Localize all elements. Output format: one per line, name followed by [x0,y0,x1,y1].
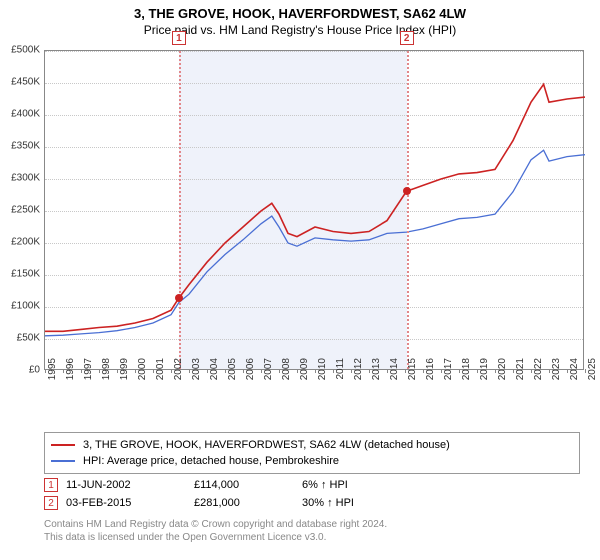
line-series-svg [45,51,585,371]
marker-dot [403,187,411,195]
legend-row-property: 3, THE GROVE, HOOK, HAVERFORDWEST, SA62 … [51,437,573,453]
footer-attribution: Contains HM Land Registry data © Crown c… [44,518,580,544]
y-axis-label: £350K [0,141,40,152]
marker-table-row: 2 03-FEB-2015 £281,000 30% ↑ HPI [44,494,580,512]
series-property [45,84,585,331]
x-tick [45,369,46,373]
marker-box: 1 [172,31,186,45]
legend-swatch-hpi [51,460,75,462]
marker-price: £281,000 [194,497,294,509]
marker-table-row: 1 11-JUN-2002 £114,000 6% ↑ HPI [44,476,580,494]
y-axis-label: £200K [0,237,40,248]
x-axis-label: 2025 [587,358,600,388]
chart-container: 3, THE GROVE, HOOK, HAVERFORDWEST, SA62 … [0,0,600,560]
legend-label-property: 3, THE GROVE, HOOK, HAVERFORDWEST, SA62 … [83,439,450,451]
plot-area: 12 [44,50,584,370]
legend: 3, THE GROVE, HOOK, HAVERFORDWEST, SA62 … [44,432,580,474]
footer-line-1: Contains HM Land Registry data © Crown c… [44,518,580,531]
marker-id-box: 1 [44,478,58,492]
y-axis-label: £150K [0,269,40,280]
series-hpi [45,150,585,336]
y-axis-label: £400K [0,109,40,120]
y-axis-label: £50K [0,333,40,344]
marker-line [407,51,409,369]
marker-id-box: 2 [44,496,58,510]
legend-swatch-property [51,444,75,446]
marker-vs-hpi: 6% ↑ HPI [302,479,422,491]
marker-date: 03-FEB-2015 [66,497,186,509]
legend-label-hpi: HPI: Average price, detached house, Pemb… [83,455,339,467]
marker-price: £114,000 [194,479,294,491]
chart-title: 3, THE GROVE, HOOK, HAVERFORDWEST, SA62 … [0,6,600,21]
marker-table: 1 11-JUN-2002 £114,000 6% ↑ HPI 2 03-FEB-2015… [44,476,580,512]
marker-date: 11-JUN-2002 [66,479,186,491]
y-axis-label: £300K [0,173,40,184]
marker-vs-hpi: 30% ↑ HPI [302,497,422,509]
footer-line-2: This data is licensed under the Open Gov… [44,531,580,544]
marker-line [179,51,181,369]
y-axis-label: £100K [0,301,40,312]
y-axis-label: £500K [0,45,40,56]
chart-subtitle: Price paid vs. HM Land Registry's House … [0,23,600,37]
y-axis-label: £0 [0,365,40,376]
chart-titles: 3, THE GROVE, HOOK, HAVERFORDWEST, SA62 … [0,0,600,37]
marker-box: 2 [400,31,414,45]
y-axis-label: £250K [0,205,40,216]
legend-row-hpi: HPI: Average price, detached house, Pemb… [51,453,573,469]
marker-dot [175,294,183,302]
y-axis-label: £450K [0,77,40,88]
chart-area: 12 £0£50K£100K£150K£200K£250K£300K£350K£… [44,50,584,402]
